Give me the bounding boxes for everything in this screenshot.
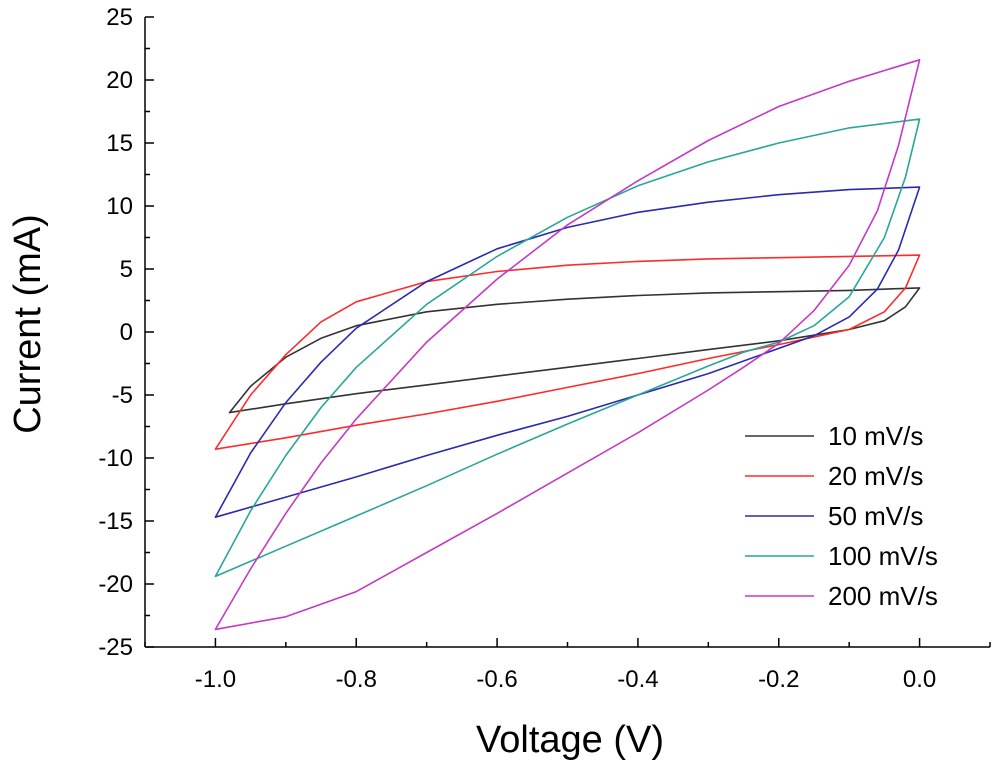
cv-loop-line [214, 59, 921, 631]
cv-loop-line [228, 287, 921, 414]
x-axis-title: Voltage (V) [476, 719, 664, 761]
series-100-mv-s [214, 118, 921, 578]
y-axis-title: Current (mA) [7, 214, 49, 434]
y-tick-label: 0 [120, 319, 133, 346]
y-tick-label: 5 [120, 256, 133, 283]
x-tick-label: -1.0 [195, 666, 236, 693]
axes: 25 20 15 10 5 0 -5 -10 -15 -20 -25 -1.0 -0.8 -0.6 -0.4… [98, 4, 991, 693]
series-20-mv-s [214, 254, 921, 450]
y-tick-label: -20 [98, 571, 133, 598]
y-tick-label: -5 [112, 382, 133, 409]
x-tick-label: -0.4 [617, 666, 658, 693]
legend-item: 100 mV/s [745, 541, 938, 571]
y-tick-label: -25 [98, 634, 133, 661]
legend-label: 10 mV/s [828, 421, 923, 451]
y-tick-label: 10 [106, 193, 133, 220]
legend-label: 200 mV/s [828, 581, 938, 611]
y-tick-label: 20 [106, 67, 133, 94]
legend-label: 20 mV/s [828, 461, 923, 491]
legend-item: 20 mV/s [745, 461, 923, 491]
series-200-mv-s [214, 59, 921, 631]
legend-label: 100 mV/s [828, 541, 938, 571]
cv-loop-line [214, 186, 921, 518]
y-tick-label: -10 [98, 445, 133, 472]
cv-loop-line [214, 254, 921, 450]
y-tick-label: 15 [106, 130, 133, 157]
legend-item: 200 mV/s [745, 581, 938, 611]
legend: 10 mV/s 20 mV/s 50 mV/s 100 mV/s 200 mV/s [745, 421, 938, 611]
x-tick-label: -0.2 [758, 666, 799, 693]
legend-item: 10 mV/s [745, 421, 923, 451]
y-tick-label: 25 [106, 4, 133, 31]
legend-label: 50 mV/s [828, 501, 923, 531]
x-tick-label: 0.0 [903, 666, 936, 693]
plot-area [214, 59, 921, 631]
y-tick-label: -15 [98, 508, 133, 535]
legend-item: 50 mV/s [745, 501, 923, 531]
cv-loop-line [214, 118, 921, 578]
x-tick-label: -0.6 [476, 666, 517, 693]
x-tick-label: -0.8 [336, 666, 377, 693]
series-50-mv-s [214, 186, 921, 518]
series-10-mv-s [228, 287, 921, 414]
